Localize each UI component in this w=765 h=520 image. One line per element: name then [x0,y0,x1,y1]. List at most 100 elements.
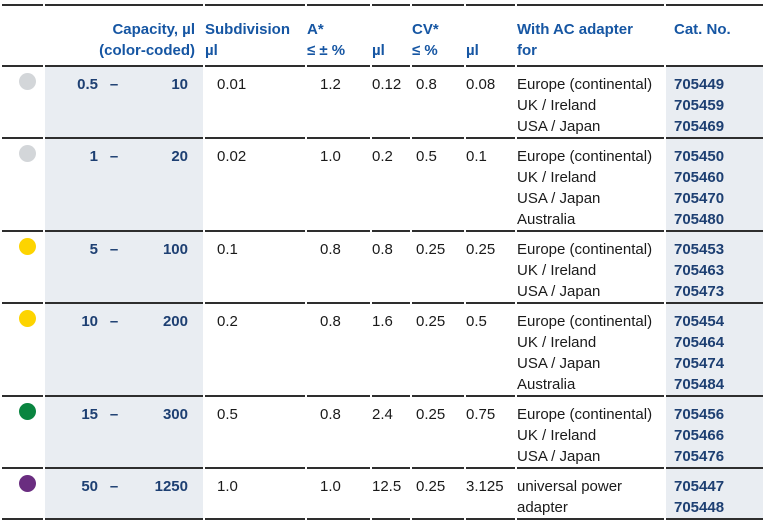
cv-pct-value: 0.25 [416,478,446,495]
accuracy-ul-cell: 0.2 [372,137,410,230]
table-row: 5 – 100 0.1 0.8 0.8 0.25 0.25 Europe (co… [2,230,763,302]
dot-cell [2,137,43,230]
subdivision-value: 0.1 [217,241,238,258]
accuracy-ul-cell: 0.8 [372,230,410,302]
cat-no-column-header: Cat. No. [666,4,763,65]
accuracy-pct-cell: 0.8 [307,395,370,467]
dot-cell [2,230,43,302]
cv-pct-value: 0.25 [416,406,446,423]
accuracy-ul-value: 1.6 [372,313,393,330]
capacity-cell: 50 – 1250 [45,467,203,520]
accuracy-header-line1: A* [307,21,324,38]
cat-no-value: 705470 [674,190,725,207]
accuracy-ul-value: 12.5 [372,478,402,495]
capacity-cell: 10 – 200 [45,302,203,395]
subdivision-cell: 0.2 [205,302,305,395]
adapter-line: universal power adapter [517,478,623,516]
cat-no-value: 705469 [674,118,725,135]
cv-ul-cell: 0.5 [466,302,515,395]
table-row: 1 – 20 0.02 1.0 0.2 0.5 0.1 Europe (cont… [2,137,763,230]
cat-no-value: 705448 [674,499,725,516]
subdivision-column-header: Subdivision µl [205,4,305,65]
cat-no-cell: 705453 705463 705473 [666,230,763,302]
cat-no-header-line1: Cat. No. [674,21,731,38]
adapter-cell: universal power adapter [517,467,664,520]
capacity-max: 20 [171,148,188,165]
subdivision-value: 0.5 [217,406,238,423]
cat-no-value: 705463 [674,262,725,279]
adapter-cell: Europe (continental) UK / Ireland USA / Ja… [517,395,664,467]
cv-pct-value: 0.25 [416,313,446,330]
cat-no-value: 705449 [674,76,725,93]
capacity-range-dash: – [109,313,119,330]
adapter-list: Europe (continental) UK / Ireland USA / Ja… [517,232,664,302]
subdivision-cell: 0.01 [205,65,305,137]
capacity-min: 15 [81,406,98,423]
accuracy-pct-cell: 1.0 [307,137,370,230]
subdivision-cell: 0.02 [205,137,305,230]
adapter-line: UK / Ireland [517,427,597,444]
subdivision-value: 0.2 [217,313,238,330]
cat-no-value: 705456 [674,406,725,423]
adapter-line: USA / Japan [517,190,601,207]
dot-cell [2,467,43,520]
table-row: 15 – 300 0.5 0.8 2.4 0.25 0.75 Europe (c… [2,395,763,467]
table-row: 10 – 200 0.2 0.8 1.6 0.25 0.5 Europe (co… [2,302,763,395]
cv-pct-cell: 0.25 [412,467,464,520]
adapter-line: UK / Ireland [517,262,597,279]
capacity-min: 5 [89,241,98,258]
cat-no-value: 705464 [674,334,725,351]
header-row: Capacity, µl (color-coded) Subdivision µ… [2,4,763,65]
capacity-min: 0.5 [77,76,98,93]
cv-ul-value: 0.25 [466,241,496,258]
capacity-cell: 15 – 300 [45,395,203,467]
accuracy-ul-header-line2: µl [372,42,385,59]
capacity-cell: 0.5 – 10 [45,65,203,137]
subdivision-cell: 0.1 [205,230,305,302]
cat-no-cell: 705450 705460 705470 705480 [666,137,763,230]
table-body: 0.5 – 10 0.01 1.2 0.12 0.8 0.08 Europe (… [2,65,763,520]
cat-no-value: 705453 [674,241,725,258]
accuracy-ul-column-header: µl [372,4,410,65]
cat-no-value: 705459 [674,97,725,114]
capacity-max: 200 [162,313,188,330]
accuracy-ul-cell: 1.6 [372,302,410,395]
accuracy-pct-value: 1.0 [320,478,341,495]
subdivision-header-line1: Subdivision [205,21,291,38]
capacity-min: 10 [81,313,98,330]
cv-pct-cell: 0.25 [412,302,464,395]
cat-no-cell: 705447 705448 [666,467,763,520]
accuracy-pct-value: 1.2 [320,76,341,93]
adapter-list: Europe (continental) UK / Ireland USA / Ja… [517,139,664,230]
adapter-line: Europe (continental) [517,76,653,93]
accuracy-pct-cell: 1.2 [307,65,370,137]
adapter-line: Europe (continental) [517,313,653,330]
adapter-list: Europe (continental) UK / Ireland USA / Ja… [517,397,664,467]
accuracy-ul-value: 0.2 [372,148,393,165]
adapter-line: UK / Ireland [517,169,597,186]
accuracy-header-line2: ≤ ± % [307,42,346,59]
capacity-range-dash: – [109,406,119,423]
capacity-range-dash: – [109,478,119,495]
cat-no-value: 705480 [674,211,725,228]
accuracy-ul-cell: 2.4 [372,395,410,467]
capacity-header-line2: (color-coded) [99,42,195,59]
adapter-line: USA / Japan [517,283,601,300]
capacity-max: 10 [171,76,188,93]
green-dot-icon [19,403,36,420]
adapter-cell: Europe (continental) UK / Ireland USA / Ja… [517,137,664,230]
capacity-min: 1 [89,148,98,165]
gray-dot-icon [19,73,36,90]
cat-no-list: 705449 705459 705469 [666,67,763,137]
cat-no-cell: 705454 705464 705474 705484 [666,302,763,395]
cat-no-value: 705447 [674,478,725,495]
capacity-cell: 1 – 20 [45,137,203,230]
cv-ul-cell: 0.08 [466,65,515,137]
dot-cell [2,302,43,395]
cv-ul-value: 3.125 [466,478,504,495]
capacity-min: 50 [81,478,98,495]
cv-pct-cell: 0.25 [412,395,464,467]
capacity-max: 1250 [154,478,188,495]
adapter-line: Australia [517,376,576,393]
cv-pct-value: 0.5 [416,148,437,165]
